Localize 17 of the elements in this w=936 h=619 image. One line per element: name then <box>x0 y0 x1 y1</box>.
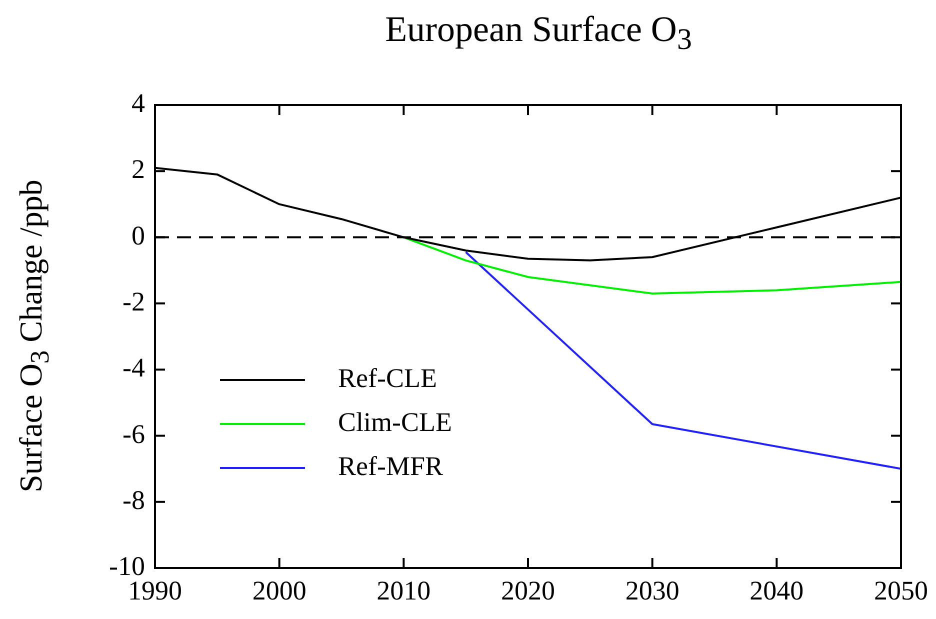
x-tick-label: 2050 <box>874 575 928 606</box>
y-tick-label: -2 <box>122 286 145 317</box>
legend-label: Ref-MFR <box>338 451 444 482</box>
legend-label: Ref-CLE <box>338 363 437 394</box>
chart-title: European Surface O$_{3}$ <box>384 8 693 58</box>
x-tick-label: 2000 <box>252 575 306 606</box>
y-tick-label: 0 <box>132 220 145 250</box>
x-tick-label: 2010 <box>376 575 431 606</box>
x-tick-label: 2030 <box>625 575 680 606</box>
y-tick-label: -8 <box>122 484 145 515</box>
y-tick-label: -4 <box>122 352 146 383</box>
x-tick-label: 2040 <box>750 575 804 606</box>
y-tick-label: 4 <box>132 88 146 118</box>
y-tick-label: 2 <box>132 154 145 184</box>
y-tick-label: -6 <box>122 418 145 449</box>
legend-label: Clim-CLE <box>338 407 452 438</box>
x-tick-label: 2020 <box>501 575 555 606</box>
